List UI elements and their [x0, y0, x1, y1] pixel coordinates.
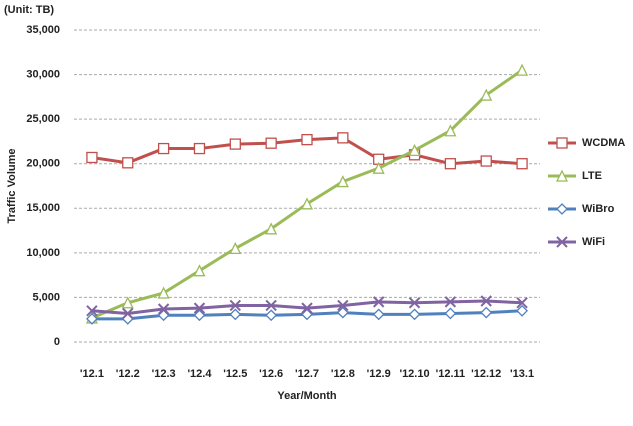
- legend-label: LTE: [582, 170, 602, 182]
- marker: [193, 309, 206, 322]
- x-tick-label: '12.6: [259, 368, 283, 380]
- marker: [265, 299, 277, 312]
- marker: [480, 155, 492, 167]
- marker: [86, 305, 98, 317]
- x-tick-label: '12.2: [116, 368, 140, 380]
- y-tick-label: 35,000: [26, 24, 60, 36]
- marker: [556, 203, 568, 215]
- marker: [265, 309, 278, 322]
- marker: [229, 299, 242, 312]
- y-tick-label: 0: [54, 336, 60, 348]
- x-tick-label: '12.11: [436, 368, 466, 380]
- marker: [336, 306, 349, 319]
- marker: [122, 307, 134, 320]
- y-tick-label: 15,000: [26, 202, 60, 214]
- x-tick-label: '12.4: [187, 368, 212, 380]
- marker: [556, 137, 568, 149]
- marker: [555, 169, 569, 182]
- unit-label: (Unit: TB): [4, 4, 54, 16]
- marker: [444, 124, 457, 137]
- marker: [301, 133, 313, 146]
- x-tick-label: '12.10: [399, 368, 429, 380]
- marker: [516, 63, 529, 76]
- marker: [300, 197, 314, 210]
- legend-label: WCDMA: [582, 137, 625, 149]
- marker: [157, 286, 170, 299]
- x-tick-label: '13.1: [510, 368, 534, 380]
- y-tick-label: 10,000: [26, 247, 60, 259]
- marker: [229, 308, 242, 321]
- marker: [121, 296, 134, 309]
- marker: [336, 175, 349, 188]
- marker: [121, 312, 134, 325]
- marker: [229, 138, 241, 150]
- marker: [265, 137, 277, 149]
- marker: [193, 142, 206, 155]
- marker: [480, 306, 493, 319]
- x-tick-label: '12.8: [331, 368, 355, 380]
- marker: [86, 151, 98, 164]
- y-axis-title: Traffic Volume: [6, 149, 18, 224]
- legend-label: WiFi: [582, 236, 605, 248]
- marker: [193, 302, 206, 314]
- marker: [372, 296, 385, 308]
- x-tick-label: '12.1: [80, 368, 104, 380]
- marker: [516, 297, 528, 309]
- marker: [86, 312, 98, 325]
- marker: [301, 302, 313, 314]
- marker: [372, 161, 385, 174]
- marker: [337, 132, 349, 144]
- marker: [516, 158, 528, 170]
- marker: [157, 303, 170, 315]
- marker: [516, 304, 528, 317]
- marker: [444, 296, 457, 308]
- marker: [157, 142, 170, 155]
- marker: [372, 308, 385, 321]
- x-tick-label: '12.9: [367, 368, 391, 380]
- marker: [122, 157, 134, 169]
- marker: [337, 299, 349, 312]
- y-tick-label: 30,000: [26, 68, 60, 80]
- y-tick-label: 25,000: [26, 113, 60, 125]
- series-line: [91, 68, 523, 320]
- y-tick-label: 20,000: [26, 158, 60, 170]
- marker: [408, 297, 421, 309]
- marker: [444, 307, 457, 320]
- marker: [480, 295, 492, 307]
- marker: [408, 308, 421, 321]
- marker: [229, 241, 242, 255]
- y-tick-label: 5,000: [32, 291, 60, 303]
- marker: [265, 222, 278, 235]
- x-tick-label: '12.12: [471, 368, 501, 380]
- x-tick-label: '12.3: [152, 368, 176, 380]
- marker: [480, 88, 493, 101]
- marker: [193, 264, 206, 277]
- legend-label: WiBro: [582, 203, 615, 215]
- x-tick-label: '12.7: [295, 368, 319, 380]
- x-tick-label: '12.5: [223, 368, 247, 380]
- marker: [408, 143, 421, 156]
- marker: [444, 158, 457, 170]
- x-axis-title: Year/Month: [277, 390, 337, 402]
- marker: [556, 236, 568, 248]
